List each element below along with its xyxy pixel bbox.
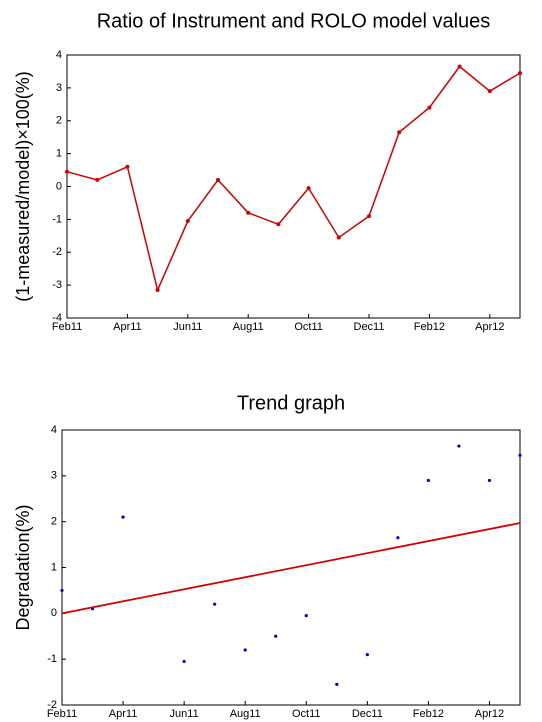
y-tick-label: 1 — [51, 561, 57, 573]
data-line — [66, 65, 521, 293]
x-tick-label: Apr12 — [475, 321, 504, 333]
data-point — [518, 71, 522, 76]
data-point — [367, 214, 371, 219]
data-point — [397, 130, 402, 135]
y-tick-label: 4 — [51, 424, 57, 436]
y-tick-label: -2 — [47, 699, 57, 711]
data-point — [125, 164, 130, 169]
x-tick-label: Jun11 — [173, 321, 202, 333]
data-point — [276, 222, 281, 227]
trend-line — [61, 522, 521, 615]
y-axis-label: (1-measured/model)×100(%) — [13, 71, 33, 302]
data-point — [427, 105, 432, 110]
data-point — [155, 288, 160, 293]
chart-title: Ratio of Instrument and ROLO model value… — [97, 10, 491, 32]
data-point — [336, 235, 341, 240]
data-point — [182, 659, 186, 664]
x-tick-label: Feb11 — [47, 708, 77, 720]
y-tick-label: 3 — [51, 470, 57, 482]
data-point — [60, 588, 64, 593]
x-tick-label: Feb12 — [413, 708, 444, 720]
x-tick-label: Apr12 — [475, 708, 504, 720]
data-point — [365, 652, 369, 657]
data-point — [396, 536, 400, 540]
x-tick-label: Jun11 — [170, 708, 199, 720]
chart-title: Trend graph — [237, 392, 345, 414]
data-point — [304, 614, 308, 618]
data-point — [95, 177, 100, 182]
y-tick-label: 2 — [51, 516, 57, 528]
y-tick-label: -1 — [47, 653, 57, 665]
data-point — [246, 210, 251, 215]
data-point — [518, 453, 522, 457]
y-tick-label: -1 — [52, 213, 62, 225]
y-tick-label: -4 — [52, 312, 62, 324]
y-tick-label: 3 — [56, 82, 62, 94]
x-tick-label: Dec11 — [354, 321, 385, 333]
data-point — [457, 64, 462, 69]
y-tick-label: 2 — [56, 115, 62, 127]
x-tick-label: Aug11 — [230, 708, 261, 720]
data-point — [65, 169, 69, 174]
y-tick-label: 1 — [56, 148, 62, 160]
y-tick-label: 4 — [56, 49, 62, 61]
x-tick-label: Dec11 — [352, 708, 383, 720]
x-tick-label: Feb12 — [414, 321, 445, 333]
y-axis-label: Degradation(%) — [13, 504, 33, 630]
x-tick-label: Oct11 — [294, 321, 323, 333]
y-tick-label: 0 — [56, 180, 62, 192]
x-tick-label: Oct11 — [292, 708, 321, 720]
x-tick-label: Apr11 — [109, 708, 138, 720]
plot-frame — [66, 54, 521, 319]
y-tick-label: -3 — [52, 279, 62, 291]
data-point — [243, 648, 247, 652]
data-point — [487, 89, 492, 94]
x-tick-label: Apr11 — [113, 321, 142, 333]
x-tick-label: Feb11 — [52, 321, 82, 333]
data-point — [274, 634, 278, 638]
y-tick-label: -2 — [52, 246, 62, 258]
data-point — [185, 219, 190, 224]
data-point — [487, 478, 492, 483]
data-point — [306, 186, 311, 191]
data-point — [457, 444, 461, 448]
data-point — [216, 177, 220, 182]
y-tick-label: 0 — [51, 607, 57, 619]
x-tick-label: Aug11 — [233, 321, 264, 333]
data-point — [335, 682, 339, 686]
data-point — [213, 602, 217, 606]
data-point — [426, 478, 430, 483]
data-point — [121, 515, 125, 519]
